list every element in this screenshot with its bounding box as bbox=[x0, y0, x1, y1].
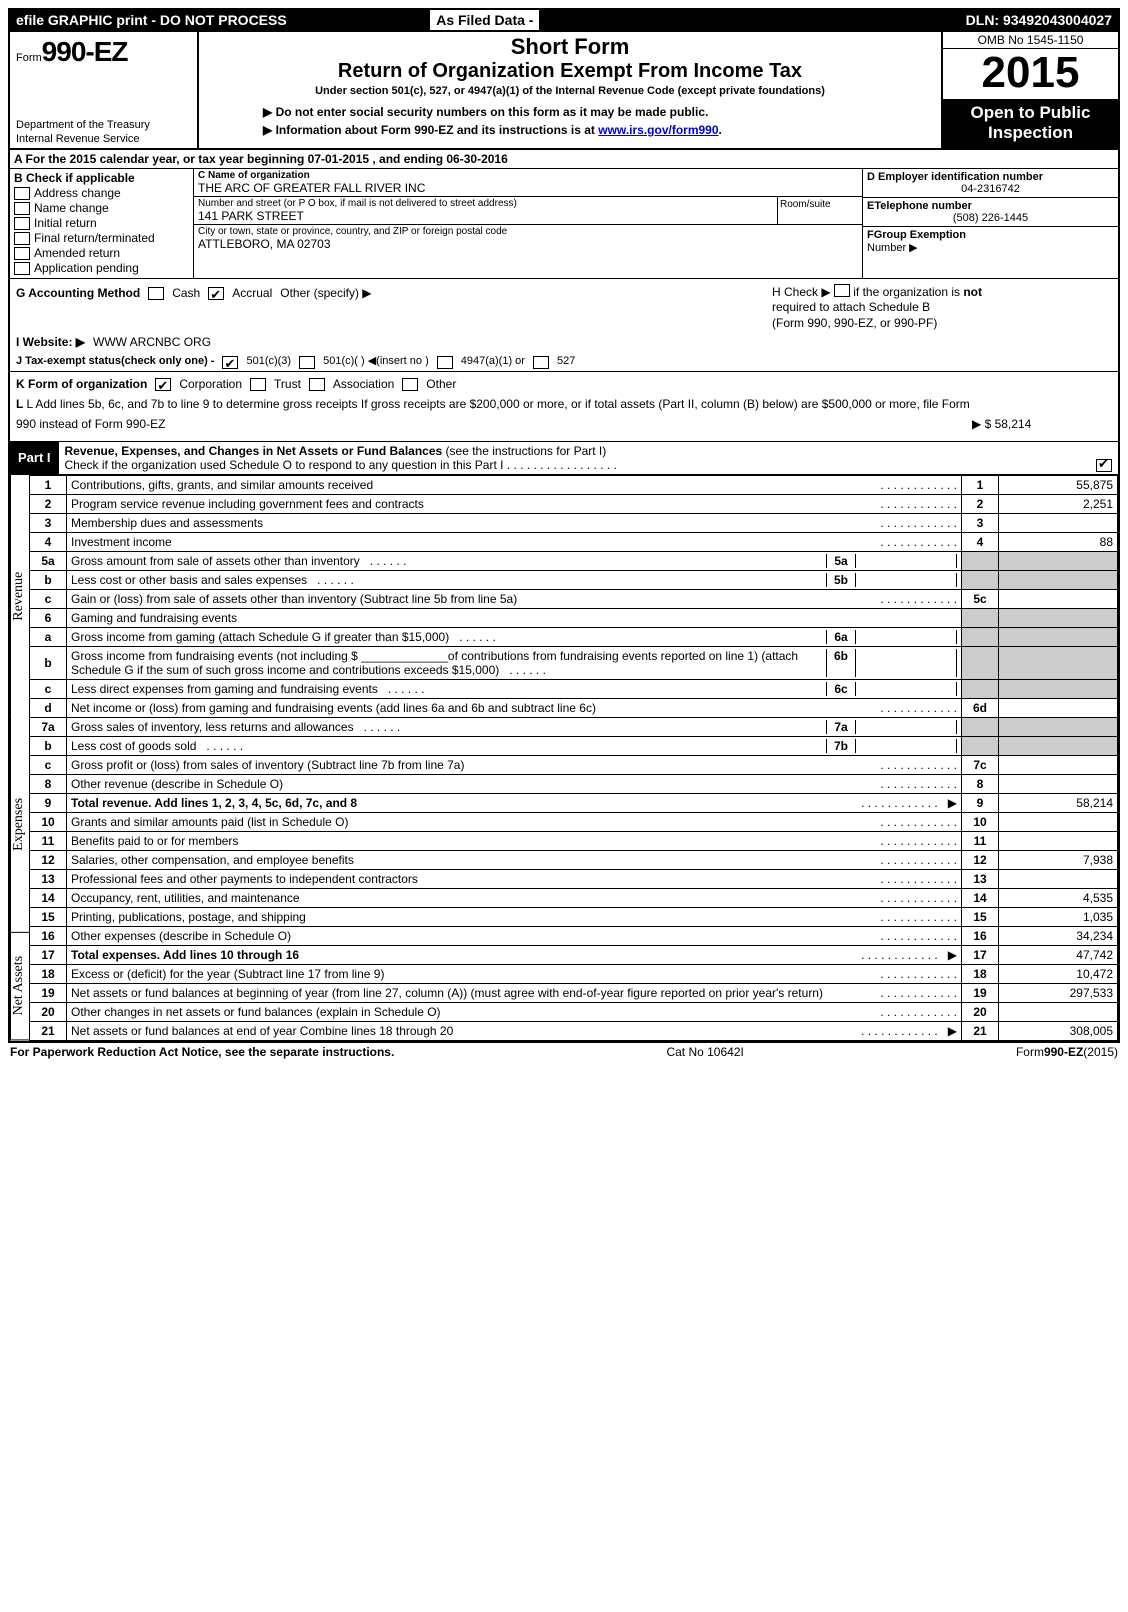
tax-year: 2015 bbox=[943, 49, 1118, 99]
telephone: (508) 226-1445 bbox=[867, 212, 1114, 224]
address-change-checkbox[interactable] bbox=[14, 187, 30, 200]
501c3-checkbox[interactable] bbox=[222, 356, 238, 369]
trust-checkbox[interactable] bbox=[250, 378, 266, 391]
dln-number: DLN: 93492043004027 bbox=[960, 10, 1118, 30]
section-a: A For the 2015 calendar year, or tax yea… bbox=[10, 150, 1118, 169]
omb-number: OMB No 1545-1150 bbox=[943, 32, 1118, 49]
part-1-table: Revenue Expenses Net Assets 1Contributio… bbox=[10, 475, 1118, 1041]
section-j: J Tax-exempt status(check only one) - 50… bbox=[16, 352, 1112, 371]
top-bar: efile GRAPHIC print - DO NOT PROCESS As … bbox=[10, 10, 1118, 32]
org-name: THE ARC OF GREATER FALL RIVER INC bbox=[198, 181, 858, 195]
4947-checkbox[interactable] bbox=[437, 356, 453, 369]
section-d-e-f: D Employer identification number 04-2316… bbox=[862, 169, 1118, 278]
ein: 04-2316742 bbox=[867, 183, 1114, 195]
form-subtitle: Under section 501(c), 527, or 4947(a)(1)… bbox=[203, 85, 937, 97]
section-g: G Accounting Method Cash Accrual Other (… bbox=[16, 283, 772, 303]
corporation-checkbox[interactable] bbox=[155, 378, 171, 391]
org-street: 141 PARK STREET bbox=[198, 209, 773, 223]
form-title-2: Return of Organization Exempt From Incom… bbox=[203, 60, 937, 83]
gross-receipts: 58,214 bbox=[995, 417, 1032, 431]
open-to-public: Open to Public Inspection bbox=[943, 99, 1118, 148]
527-checkbox[interactable] bbox=[533, 356, 549, 369]
expenses-label: Expenses bbox=[10, 717, 29, 933]
amended-return-checkbox[interactable] bbox=[14, 247, 30, 260]
part-1-header: Part I Revenue, Expenses, and Changes in… bbox=[10, 442, 1118, 475]
application-pending-checkbox[interactable] bbox=[14, 262, 30, 275]
net-assets-label: Net Assets bbox=[10, 932, 29, 1040]
section-b: B Check if applicable Address change Nam… bbox=[10, 169, 194, 278]
org-city: ATTLEBORO, MA 02703 bbox=[198, 237, 858, 251]
revenue-label: Revenue bbox=[10, 475, 29, 717]
501c-checkbox[interactable] bbox=[299, 356, 315, 369]
org-info-row: B Check if applicable Address change Nam… bbox=[10, 169, 1118, 279]
section-l: L L Add lines 5b, 6c, and 7b to line 9 t… bbox=[16, 394, 1112, 435]
section-c: C Name of organization THE ARC OF GREATE… bbox=[194, 169, 862, 278]
schedule-b-checkbox[interactable] bbox=[834, 284, 850, 297]
accrual-checkbox[interactable] bbox=[208, 287, 224, 300]
section-k: K Form of organization Corporation Trust… bbox=[16, 374, 1112, 394]
as-filed-label: As Filed Data - bbox=[428, 10, 541, 30]
department-label: Department of the Treasury Internal Reve… bbox=[16, 119, 191, 145]
section-h: H Check ▶ if the organization is not req… bbox=[772, 283, 1112, 332]
form-title-1: Short Form bbox=[203, 34, 937, 60]
website: WWW ARCNBC ORG bbox=[93, 332, 211, 352]
lines-table: 1Contributions, gifts, grants, and simil… bbox=[29, 475, 1118, 1041]
sections-g-to-l: H Check ▶ if the organization is not req… bbox=[10, 279, 1118, 442]
other-org-checkbox[interactable] bbox=[402, 378, 418, 391]
initial-return-checkbox[interactable] bbox=[14, 217, 30, 230]
name-change-checkbox[interactable] bbox=[14, 202, 30, 215]
form-container: efile GRAPHIC print - DO NOT PROCESS As … bbox=[8, 8, 1120, 1043]
schedule-o-checkbox[interactable] bbox=[1096, 459, 1112, 472]
final-return-checkbox[interactable] bbox=[14, 232, 30, 245]
cash-checkbox[interactable] bbox=[148, 287, 164, 300]
form-footer: For Paperwork Reduction Act Notice, see … bbox=[8, 1043, 1120, 1059]
section-i: I Website: ▶WWW ARCNBC ORG bbox=[16, 332, 1112, 352]
form-header: Form990-EZ Department of the Treasury In… bbox=[10, 32, 1118, 150]
irs-link[interactable]: www.irs.gov/form990 bbox=[598, 123, 718, 137]
efile-notice: efile GRAPHIC print - DO NOT PROCESS bbox=[10, 10, 428, 30]
form-number: Form990-EZ bbox=[16, 36, 191, 68]
association-checkbox[interactable] bbox=[309, 378, 325, 391]
form-notes: ▶ Do not enter social security numbers o… bbox=[203, 103, 937, 139]
